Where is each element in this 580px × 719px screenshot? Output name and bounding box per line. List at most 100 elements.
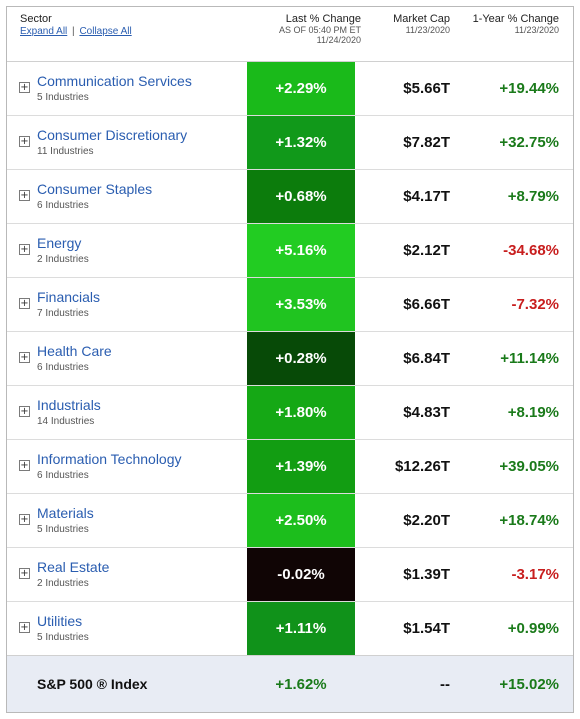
table-row: + Energy 2 Industries +5.16% $2.12T -34.… (7, 223, 573, 277)
expand-icon[interactable]: + (19, 190, 30, 201)
market-cap-cell: $7.82T (403, 134, 450, 151)
last-change-cell: +2.50% (247, 494, 355, 547)
one-year-change-cell: +19.44% (499, 80, 559, 97)
expand-all-link[interactable]: Expand All (20, 26, 68, 37)
sector-name-link[interactable]: Energy (37, 235, 82, 251)
table-row: + Consumer Discretionary 11 Industries +… (7, 115, 573, 169)
last-change-cell: +1.39% (247, 440, 355, 493)
expand-icon[interactable]: + (19, 622, 30, 633)
last-change-cell: -0.02% (247, 548, 355, 601)
sector-name-link[interactable]: Consumer Discretionary (37, 127, 188, 143)
market-cap-cell: $5.66T (403, 80, 450, 97)
market-cap-label: Market Cap (393, 13, 450, 25)
industries-count: 6 Industries (37, 200, 89, 211)
last-change-column-header: Last % Change AS OF 05:40 PM ET 11/24/20… (245, 13, 361, 46)
index-last-change: +1.62% (275, 676, 327, 693)
one-year-change-cell: -3.17% (511, 566, 559, 583)
industries-count: 2 Industries (37, 578, 89, 589)
table-row: + Consumer Staples 6 Industries +0.68% $… (7, 169, 573, 223)
table-row: + Materials 5 Industries +2.50% $2.20T +… (7, 493, 573, 547)
sector-name-link[interactable]: Real Estate (37, 559, 110, 575)
table-row: + Industrials 14 Industries +1.80% $4.83… (7, 385, 573, 439)
last-change-cell: +5.16% (247, 224, 355, 277)
sector-name-link[interactable]: Industrials (37, 397, 101, 413)
expand-icon[interactable]: + (19, 298, 30, 309)
last-change-label: Last % Change (285, 13, 361, 25)
collapse-all-link[interactable]: Collapse All (79, 26, 132, 37)
expand-collapse-links: Expand All | Collapse All (20, 26, 132, 37)
link-separator: | (72, 26, 75, 37)
expand-icon[interactable]: + (19, 514, 30, 525)
market-cap-cell: $2.20T (403, 512, 450, 529)
industries-count: 5 Industries (37, 92, 89, 103)
one-year-change-date: 11/23/2020 (514, 25, 559, 35)
market-cap-cell: $1.54T (403, 620, 450, 637)
market-cap-cell: $6.84T (403, 350, 450, 367)
one-year-change-cell: +11.14% (500, 350, 559, 367)
one-year-change-cell: +18.74% (499, 512, 559, 529)
industries-count: 2 Industries (37, 254, 89, 265)
table-row: + Utilities 5 Industries +1.11% $1.54T +… (7, 601, 573, 655)
market-cap-cell: $6.66T (403, 296, 450, 313)
one-year-change-cell: -7.32% (511, 296, 559, 313)
sector-column-header: Sector (20, 13, 52, 25)
one-year-change-cell: +32.75% (499, 134, 559, 151)
one-year-change-label: 1-Year % Change (472, 13, 559, 25)
table-row: + Information Technology 6 Industries +1… (7, 439, 573, 493)
sector-name-link[interactable]: Materials (37, 505, 94, 521)
last-change-cell: +0.28% (247, 332, 355, 385)
table-row: + Communication Services 5 Industries +2… (7, 61, 573, 115)
sector-name-link[interactable]: Consumer Staples (37, 181, 153, 197)
sector-name-link[interactable]: Information Technology (37, 451, 182, 467)
sector-name-link[interactable]: Utilities (37, 613, 83, 629)
table-row: + Real Estate 2 Industries -0.02% $1.39T… (7, 547, 573, 601)
last-change-cell: +2.29% (247, 62, 355, 115)
industries-count: 5 Industries (37, 632, 89, 643)
sector-rows: + Communication Services 5 Industries +2… (7, 61, 573, 655)
market-cap-cell: $4.83T (403, 404, 450, 421)
last-change-date: 11/24/2020 (316, 35, 361, 45)
sector-name-link[interactable]: Financials (37, 289, 101, 305)
market-cap-cell: $2.12T (403, 242, 450, 259)
sector-name-link[interactable]: Communication Services (37, 73, 192, 89)
last-change-cell: +1.11% (247, 602, 355, 655)
expand-icon[interactable]: + (19, 352, 30, 363)
market-cap-column-header: Market Cap 11/23/2020 (369, 13, 450, 36)
one-year-change-cell: +0.99% (507, 620, 559, 637)
last-change-cell: +1.32% (247, 116, 355, 169)
index-row: S&P 500 ® Index +1.62% -- +15.02% (7, 655, 573, 712)
last-change-cell: +3.53% (247, 278, 355, 331)
one-year-change-cell: +8.79% (507, 188, 559, 205)
one-year-change-cell: +39.05% (499, 458, 559, 475)
table-header: Sector Expand All | Collapse All Last % … (7, 7, 573, 61)
industries-count: 6 Industries (37, 470, 89, 481)
industries-count: 11 Industries (37, 146, 94, 157)
industries-count: 14 Industries (37, 416, 95, 427)
expand-icon[interactable]: + (19, 136, 30, 147)
expand-icon[interactable]: + (19, 568, 30, 579)
one-year-change-cell: +8.19% (507, 404, 559, 421)
index-market-cap: -- (440, 676, 450, 693)
last-change-asof: AS OF 05:40 PM ET (278, 25, 361, 35)
market-cap-date: 11/23/2020 (405, 25, 450, 35)
expand-icon[interactable]: + (19, 82, 30, 93)
index-label: S&P 500 ® Index (37, 676, 148, 692)
market-cap-cell: $1.39T (403, 566, 450, 583)
expand-icon[interactable]: + (19, 406, 30, 417)
market-cap-cell: $4.17T (403, 188, 450, 205)
index-one-year-change: +15.02% (499, 676, 559, 693)
industries-count: 7 Industries (37, 308, 89, 319)
last-change-cell: +1.80% (247, 386, 355, 439)
last-change-cell: +0.68% (247, 170, 355, 223)
table-row: + Health Care 6 Industries +0.28% $6.84T… (7, 331, 573, 385)
one-year-change-cell: -34.68% (503, 242, 559, 259)
industries-count: 6 Industries (37, 362, 89, 373)
industries-count: 5 Industries (37, 524, 89, 535)
expand-icon[interactable]: + (19, 244, 30, 255)
sector-performance-table: Sector Expand All | Collapse All Last % … (6, 6, 574, 713)
table-row: + Financials 7 Industries +3.53% $6.66T … (7, 277, 573, 331)
market-cap-cell: $12.26T (394, 458, 450, 475)
one-year-change-column-header: 1-Year % Change 11/23/2020 (455, 13, 559, 36)
sector-name-link[interactable]: Health Care (37, 343, 112, 359)
expand-icon[interactable]: + (19, 460, 30, 471)
